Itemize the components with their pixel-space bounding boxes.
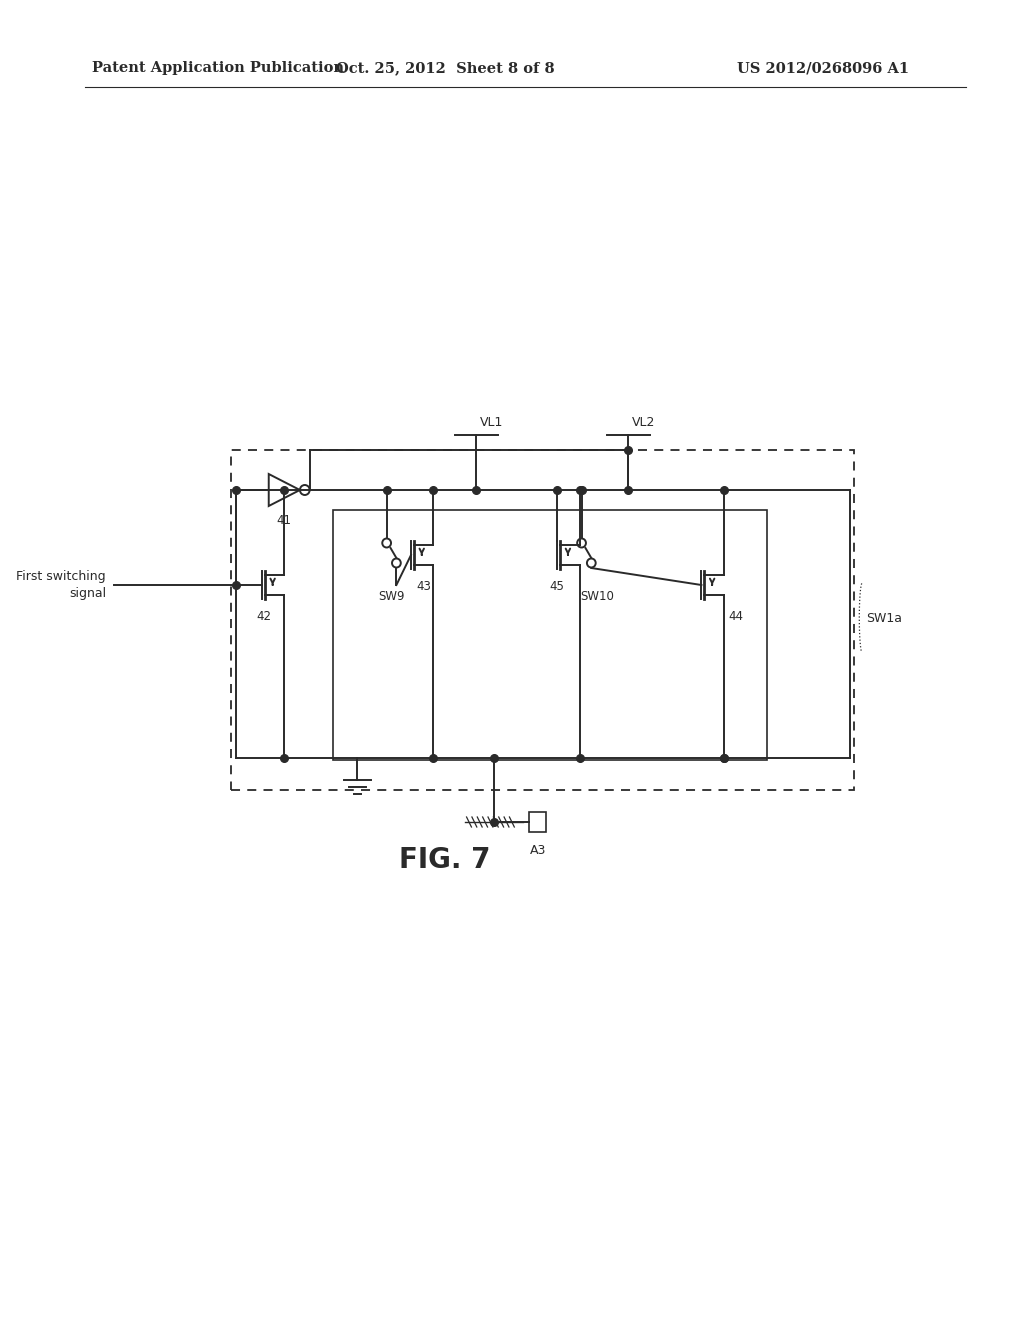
Text: Oct. 25, 2012  Sheet 8 of 8: Oct. 25, 2012 Sheet 8 of 8: [336, 61, 554, 75]
Text: US 2012/0268096 A1: US 2012/0268096 A1: [737, 61, 909, 75]
Text: 42: 42: [256, 610, 271, 623]
Text: Patent Application Publication: Patent Application Publication: [92, 61, 344, 75]
Text: VL1: VL1: [480, 416, 504, 429]
Text: SW9: SW9: [378, 590, 404, 603]
Text: SW1a: SW1a: [866, 611, 902, 624]
Text: FIG. 7: FIG. 7: [399, 846, 490, 874]
Text: VL2: VL2: [632, 416, 655, 429]
Text: 44: 44: [729, 610, 743, 623]
Text: 43: 43: [416, 581, 431, 594]
Text: First switching
signal: First switching signal: [16, 570, 106, 601]
Text: SW10: SW10: [581, 590, 614, 603]
Bar: [529, 812, 547, 832]
Text: 45: 45: [550, 581, 564, 594]
Text: 41: 41: [276, 513, 292, 527]
Text: A3: A3: [529, 843, 546, 857]
